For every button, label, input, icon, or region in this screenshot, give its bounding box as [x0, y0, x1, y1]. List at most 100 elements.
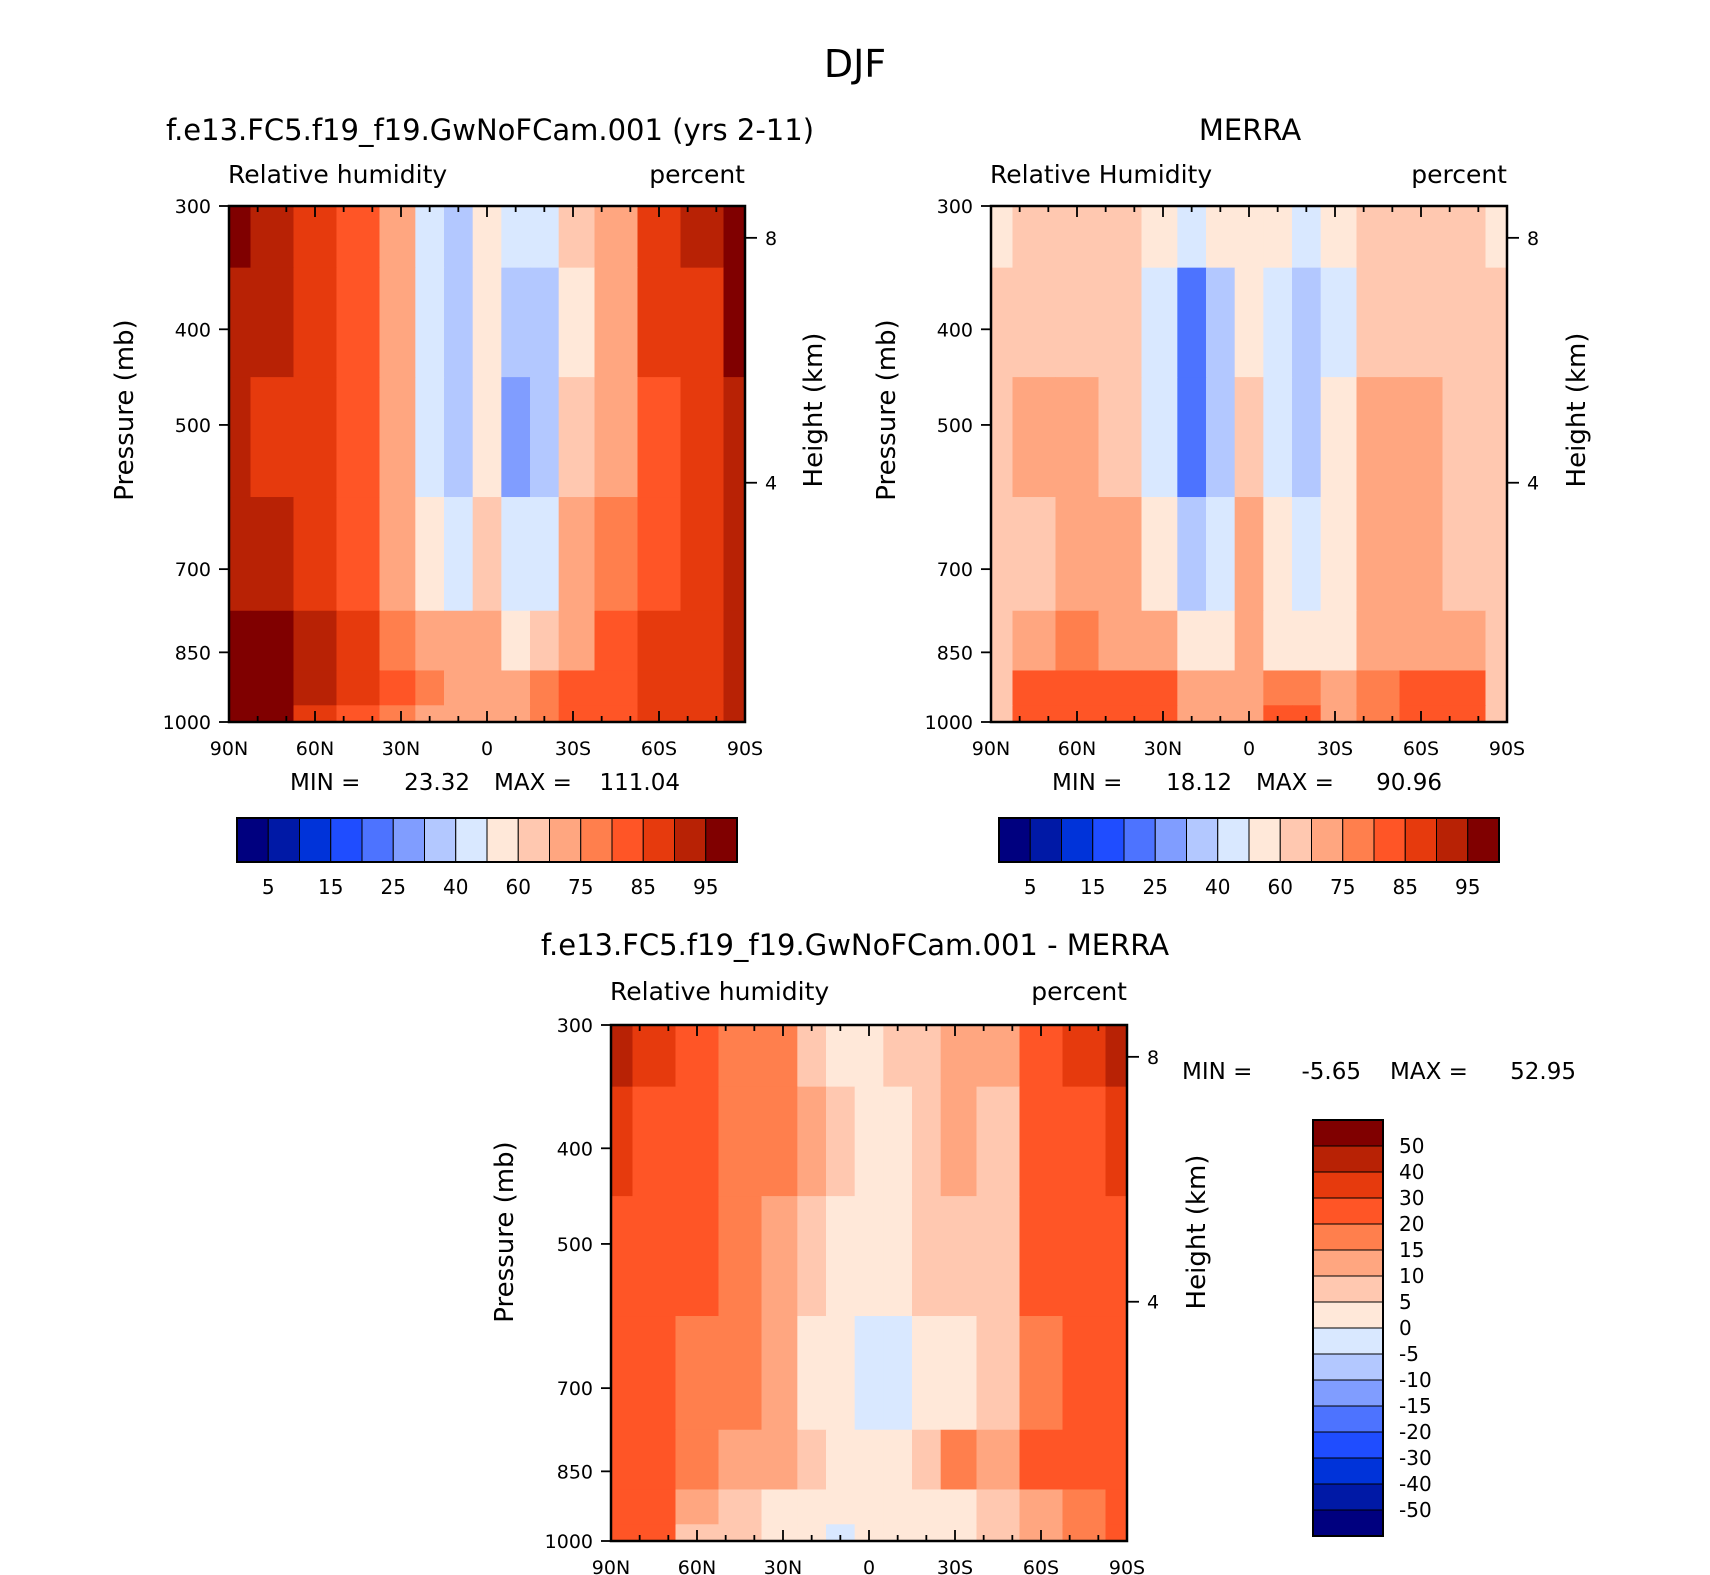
colorbar-swatch	[1467, 817, 1500, 863]
heatmap-cell	[723, 497, 746, 612]
colorbar-swatch	[1312, 1431, 1384, 1459]
heatmap-cell	[415, 670, 445, 706]
heatmap-cell	[501, 670, 531, 706]
heatmap-cell	[1055, 377, 1100, 498]
heatmap-cell	[675, 1489, 720, 1525]
colorbar-label: -10	[1399, 1368, 1432, 1392]
colorbar-label: 15	[1080, 875, 1105, 899]
heatmap-cell	[723, 267, 746, 378]
heatmap-cell	[1177, 705, 1207, 723]
colorbar-label: 0	[1399, 1316, 1412, 1340]
heatmap-cell	[415, 206, 445, 269]
heatmap-cell	[1442, 610, 1487, 672]
y-tick-label: 850	[937, 642, 973, 664]
heatmap-cell	[991, 670, 1014, 706]
heatmap-cell	[1019, 1489, 1064, 1525]
heatmap-cell	[1442, 670, 1487, 706]
colorbar-label: 75	[568, 875, 593, 899]
heatmap-cell	[1141, 670, 1178, 706]
heatmap-cell	[611, 1316, 634, 1431]
heatmap-cell	[718, 1524, 763, 1542]
heatmap-cell	[558, 497, 596, 612]
heatmap-cell	[991, 206, 1014, 269]
heatmap-cell	[379, 610, 416, 672]
heatmap-cell	[558, 206, 596, 269]
heatmap-cell	[1105, 1429, 1128, 1491]
heatmap-cell	[912, 1524, 942, 1542]
heatmap-cell	[1055, 267, 1100, 378]
heatmap-cell	[444, 610, 474, 672]
heatmap-cell	[336, 206, 381, 269]
heatmap-cell	[1292, 610, 1322, 672]
heatmap-cell	[1141, 497, 1178, 612]
heatmap-cell	[854, 1196, 884, 1317]
colorbar-swatch	[1404, 817, 1437, 863]
x-tick-label: 0	[481, 738, 493, 760]
heatmap-cell	[797, 1524, 827, 1542]
heatmap-cell	[594, 610, 639, 672]
heatmap-cell	[1098, 705, 1143, 723]
colorbar-swatch	[1312, 1223, 1384, 1251]
heatmap-cell	[940, 1086, 978, 1197]
heatmap-cell	[594, 497, 639, 612]
colorbar-label: 15	[1399, 1238, 1424, 1262]
heatmap-cell	[761, 1086, 798, 1197]
heatmap-cell	[723, 206, 746, 269]
heatmap-cell	[379, 670, 416, 706]
panel-model-y2label: Height (km)	[799, 333, 829, 488]
heatmap-cell	[1141, 377, 1178, 498]
heatmap-cell	[336, 267, 381, 378]
heatmap-cell	[976, 1316, 1021, 1431]
x-tick-label: 30S	[555, 738, 591, 760]
colorbar-label: 25	[381, 875, 406, 899]
heatmap-cell	[826, 1196, 856, 1317]
heatmap-cell	[1141, 705, 1178, 723]
panel-model-plot	[229, 206, 746, 723]
panel-merra-right-label: percent	[1411, 160, 1507, 189]
heatmap-cell	[1012, 206, 1057, 269]
heatmap-cell	[1234, 377, 1264, 498]
heatmap-cell	[1019, 1196, 1064, 1317]
panel-diff: f.e13.FC5.f19_f19.GwNoFCam.001 - MERRA R…	[490, 928, 1576, 1575]
heatmap-cell	[472, 377, 502, 498]
colorbar-label: 40	[443, 875, 468, 899]
heatmap-cell	[826, 1086, 856, 1197]
colorbar-label: 85	[1393, 875, 1418, 899]
heatmap-cell	[444, 705, 474, 723]
heatmap-cell	[632, 1025, 677, 1088]
heatmap-cell	[379, 377, 416, 498]
x-tick-label: 30N	[1144, 738, 1182, 760]
heatmap-cell	[530, 610, 560, 672]
panel-diff-min-label: MIN =	[1182, 1059, 1252, 1085]
heatmap-cell	[637, 497, 682, 612]
colorbar-swatch	[1061, 817, 1094, 863]
heatmap-cell	[723, 377, 746, 498]
heatmap-cell	[1062, 1429, 1107, 1491]
heatmap-cell	[797, 1196, 827, 1317]
heatmap-cell	[1485, 206, 1508, 269]
heatmap-cell	[1062, 1489, 1107, 1525]
heatmap-cell	[250, 705, 295, 723]
heatmap-cell	[1206, 267, 1236, 378]
heatmap-cell	[1012, 497, 1057, 612]
colorbar-label: 15	[318, 875, 343, 899]
heatmap-cell	[637, 610, 682, 672]
heatmap-cell	[1105, 1524, 1128, 1542]
heatmap-cell	[940, 1316, 978, 1431]
heatmap-cell	[940, 1524, 978, 1542]
heatmap-cell	[1292, 206, 1322, 269]
panel-merra-min: 18.12	[1166, 770, 1232, 796]
panel-diff-left-label: Relative humidity	[610, 977, 829, 1006]
heatmap-cell	[250, 610, 295, 672]
heatmap-cell	[530, 705, 560, 723]
heatmap-cell	[883, 1429, 913, 1491]
colorbar-swatch	[1312, 1171, 1384, 1199]
heatmap-cell	[991, 267, 1014, 378]
panel-model-title: f.e13.FC5.f19_f19.GwNoFCam.001 (yrs 2-11…	[166, 113, 814, 147]
heatmap-cell	[379, 497, 416, 612]
heatmap-cell	[1141, 206, 1178, 269]
heatmap-cell	[1292, 670, 1322, 706]
heatmap-cell	[723, 670, 746, 706]
heatmap-cell	[680, 206, 725, 269]
